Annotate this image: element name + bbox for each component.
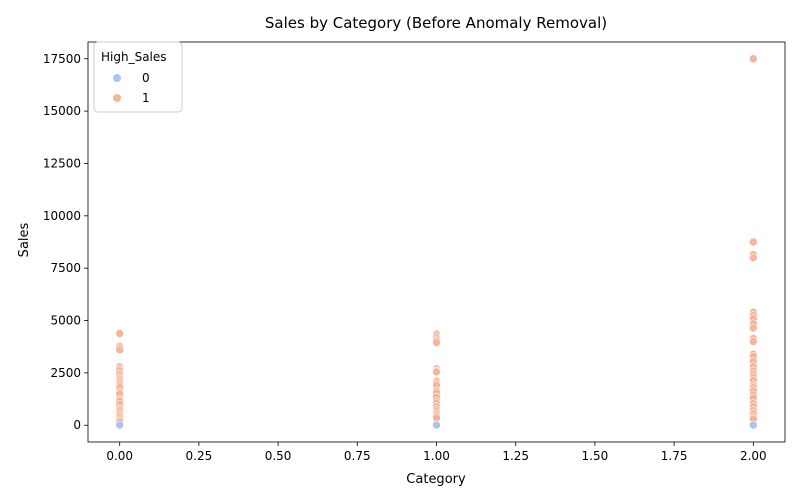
legend-label-0: 0 bbox=[142, 71, 150, 85]
y-tick-label: 5000 bbox=[50, 314, 81, 328]
legend-title: High_Sales bbox=[101, 50, 167, 64]
y-tick-label: 10000 bbox=[43, 209, 81, 223]
data-point-1 bbox=[749, 253, 758, 263]
data-point-1 bbox=[749, 54, 758, 64]
legend-marker-1 bbox=[113, 94, 121, 102]
x-tick-label: 0.25 bbox=[186, 449, 213, 463]
x-tick-label: 2.00 bbox=[740, 449, 767, 463]
data-point-1 bbox=[115, 329, 124, 338]
data-point-1 bbox=[749, 323, 758, 333]
y-tick-label: 15000 bbox=[43, 104, 81, 118]
x-tick-label: 1.75 bbox=[661, 449, 688, 463]
y-tick-label: 2500 bbox=[50, 366, 81, 380]
x-tick-label: 1.50 bbox=[582, 449, 609, 463]
legend: High_Sales 0 1 bbox=[93, 41, 183, 113]
data-point-0 bbox=[749, 420, 758, 430]
x-tick-label: 1.00 bbox=[423, 449, 450, 463]
x-tick-label: 0.00 bbox=[106, 449, 133, 463]
data-point-0 bbox=[432, 420, 441, 430]
data-point-1 bbox=[115, 345, 124, 355]
axes: 0.00 0.25 0.50 0.75 1.00 1.25 1.50 1.75 2.00 0 250… bbox=[43, 41, 786, 463]
y-axis-label: Sales bbox=[17, 222, 32, 257]
x-tick-label: 0.75 bbox=[344, 449, 371, 463]
legend-label-1: 1 bbox=[142, 91, 150, 105]
y-tick-label: 17500 bbox=[43, 52, 81, 66]
data-point-0 bbox=[115, 420, 124, 430]
data-point-1 bbox=[432, 413, 441, 423]
y-tick-label: 7500 bbox=[50, 261, 81, 275]
data-point-1 bbox=[749, 337, 758, 346]
legend-marker-0 bbox=[113, 74, 121, 82]
data-point-1 bbox=[432, 367, 441, 377]
x-tick-label: 0.50 bbox=[265, 449, 292, 463]
y-tick-label: 12500 bbox=[43, 156, 81, 170]
x-axis-label: Category bbox=[406, 472, 466, 487]
data-point-1 bbox=[749, 237, 758, 247]
plot-layer bbox=[115, 54, 758, 430]
chart-title: Sales by Category (Before Anomaly Remova… bbox=[265, 14, 607, 32]
x-tick-label: 1.25 bbox=[502, 449, 529, 463]
data-point-1 bbox=[432, 338, 441, 347]
y-tick-label: 0 bbox=[73, 418, 81, 432]
